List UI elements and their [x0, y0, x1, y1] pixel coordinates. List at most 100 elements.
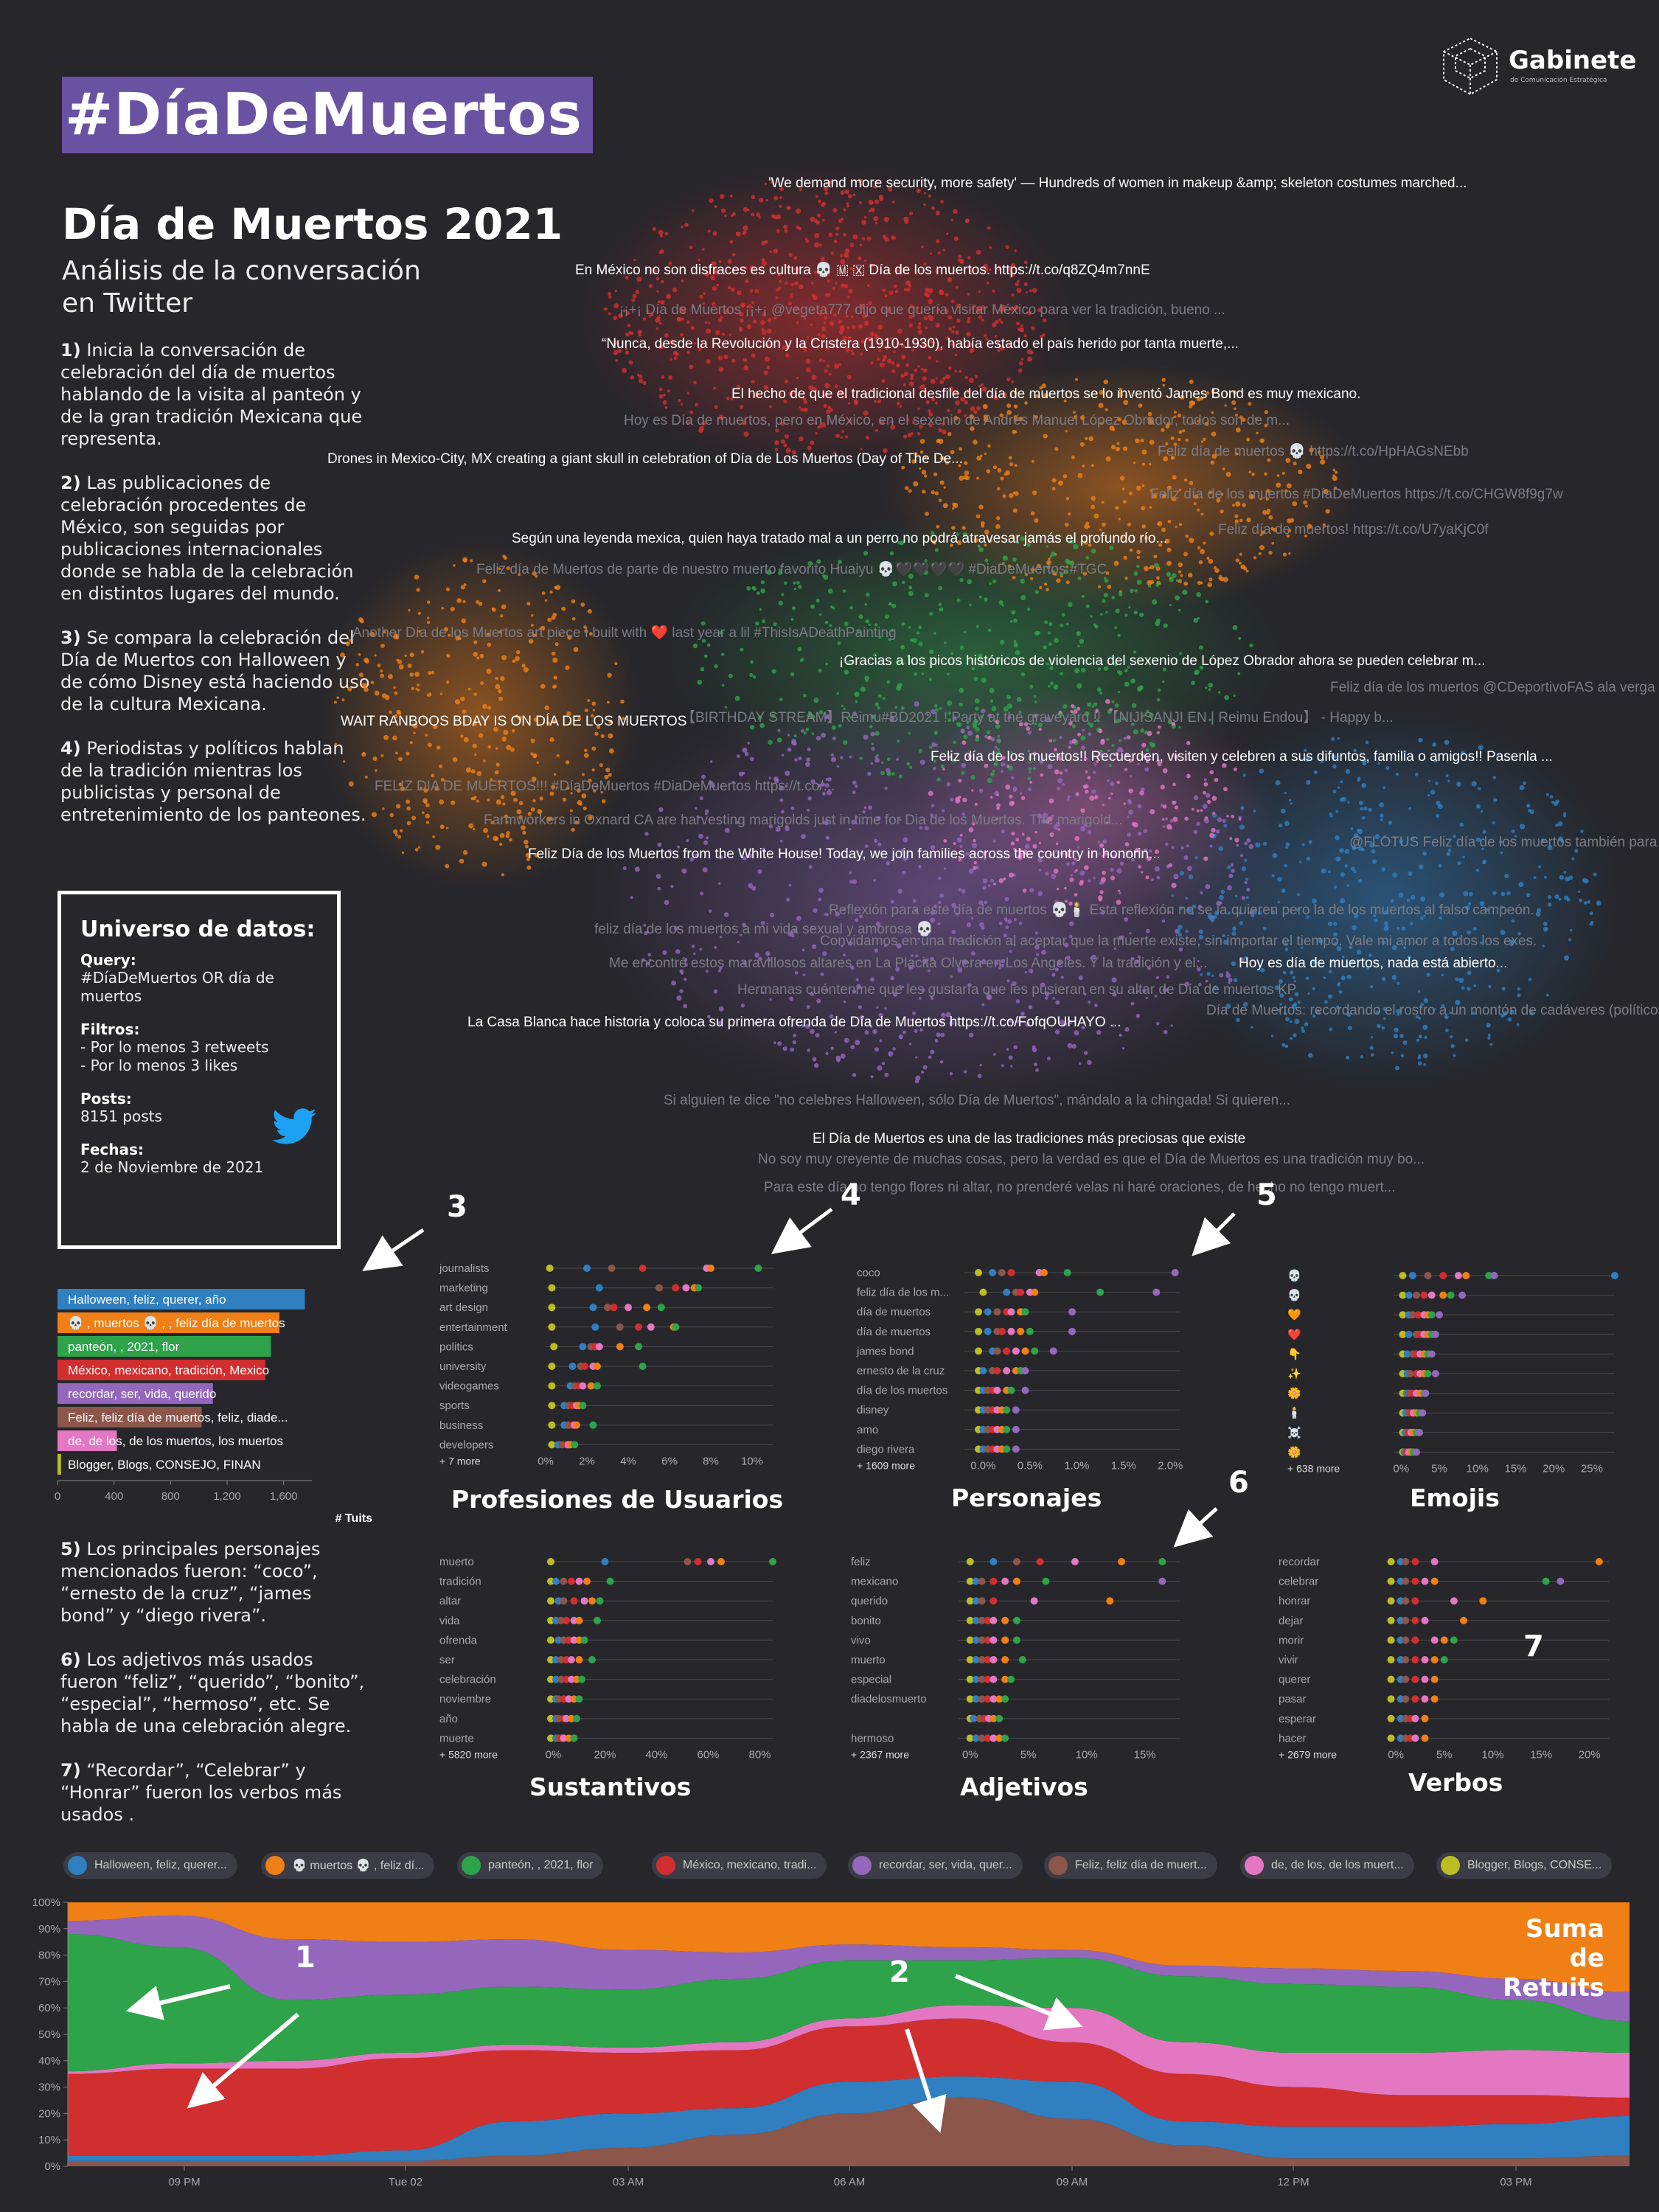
legend-chip[interactable]: panteón, , 2021, flor [457, 1852, 604, 1879]
network-node [873, 879, 876, 882]
network-node [532, 799, 536, 803]
network-node [787, 301, 792, 306]
network-node [1067, 795, 1071, 799]
x-tick-label: 60% [697, 1749, 719, 1761]
network-node [849, 266, 852, 270]
network-node [881, 1062, 886, 1065]
network-node [1119, 739, 1122, 742]
network-node [703, 840, 709, 845]
network-node [953, 842, 956, 846]
network-node [1360, 807, 1363, 811]
legend-chip[interactable]: México, mexicano, tradi... [652, 1852, 827, 1879]
data-dot [568, 1656, 575, 1663]
network-node [1318, 938, 1324, 944]
network-nodes [333, 178, 1601, 1084]
data-dot [1440, 1656, 1448, 1663]
legend-chip[interactable]: recordar, ser, vida, quer... [848, 1852, 1023, 1879]
network-node [1171, 496, 1177, 501]
network-node [591, 701, 597, 706]
network-node [1420, 917, 1424, 920]
network-node [1016, 321, 1020, 326]
network-node [553, 675, 557, 680]
network-node [802, 693, 807, 698]
network-node [978, 291, 981, 293]
network-node [1362, 759, 1367, 764]
network-node [876, 815, 881, 821]
network-node [1408, 872, 1413, 877]
network-node [860, 352, 863, 356]
network-node [930, 1049, 935, 1054]
legend-chip[interactable]: Halloween, feliz, querer... [63, 1852, 237, 1879]
network-node [1071, 738, 1077, 744]
network-node [1467, 987, 1471, 991]
network-node [934, 548, 939, 552]
network-node [964, 400, 969, 405]
network-node [1337, 786, 1340, 789]
network-node [1068, 1020, 1073, 1025]
network-node [997, 349, 1001, 352]
network-node [1149, 506, 1152, 509]
network-node [953, 416, 959, 421]
network-node [826, 181, 831, 187]
network-node [749, 672, 754, 678]
network-node [998, 600, 1004, 605]
network-node [864, 1030, 869, 1035]
network-node [899, 540, 905, 546]
network-node [1185, 929, 1189, 933]
network-node [1196, 397, 1201, 402]
network-node [938, 900, 942, 905]
legend-chip[interactable]: de, de los, de los muert... [1240, 1852, 1414, 1879]
network-node [868, 199, 874, 205]
network-node [420, 787, 422, 790]
network-node [998, 967, 1001, 970]
network-node [1004, 919, 1008, 922]
network-node [1285, 458, 1291, 463]
network-node [1156, 731, 1161, 734]
network-node [686, 421, 691, 425]
network-node [499, 842, 503, 846]
legend-chip[interactable]: Blogger, Blogs, CONSE... [1436, 1852, 1613, 1879]
network-node [1288, 997, 1293, 1002]
network-node [1238, 636, 1242, 640]
data-dot [990, 1597, 998, 1605]
network-node [552, 657, 558, 663]
network-node [799, 659, 803, 662]
network-node [1351, 845, 1357, 851]
network-node [680, 333, 684, 337]
data-dot [694, 1558, 702, 1565]
network-node [1453, 1054, 1456, 1057]
network-node [914, 368, 918, 372]
network-node [1011, 831, 1015, 836]
network-node [522, 830, 526, 835]
network-node [521, 664, 526, 668]
network-node [884, 614, 889, 619]
network-node [1234, 894, 1238, 898]
topic-bar-label: panteón, , 2021, flor [68, 1340, 180, 1354]
network-node [1023, 333, 1027, 338]
network-node [955, 330, 959, 335]
network-node [518, 801, 524, 806]
network-node [1353, 748, 1357, 753]
network-node [1587, 900, 1591, 904]
network-node [982, 852, 987, 856]
legend-chip[interactable]: 💀 muertos 💀 , feliz dí... [261, 1852, 435, 1879]
network-node [706, 328, 712, 334]
network-node [937, 347, 942, 352]
row-label: 💀 [1287, 1289, 1301, 1302]
legend-chip[interactable]: Feliz, feliz día de muert... [1044, 1852, 1217, 1879]
network-node [1118, 670, 1123, 675]
data-dot [550, 1343, 558, 1351]
network-node [526, 602, 531, 606]
network-node [1014, 249, 1017, 252]
network-node [837, 641, 841, 645]
tweet-label: Another Día de los Muertos art piece I b… [352, 625, 897, 641]
network-node [989, 582, 992, 585]
network-node [918, 748, 923, 753]
network-node [1402, 1040, 1408, 1046]
network-node [848, 419, 852, 424]
network-node [591, 768, 595, 772]
network-node [1455, 1000, 1461, 1006]
network-node [1154, 563, 1159, 568]
network-node [932, 766, 936, 771]
network-node [1193, 618, 1198, 623]
